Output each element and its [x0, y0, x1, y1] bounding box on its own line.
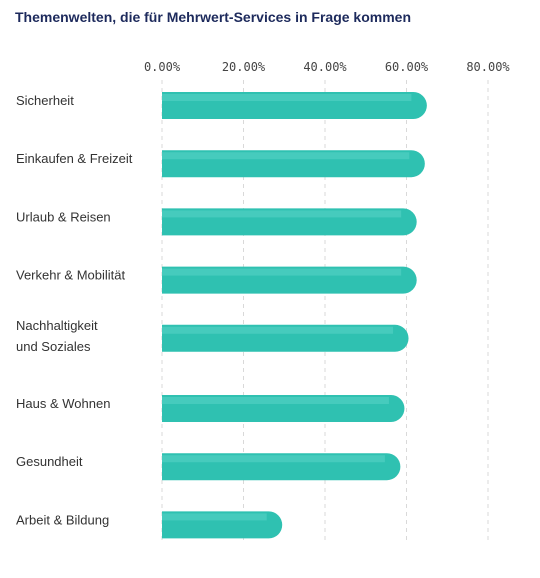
- bar-highlight: [162, 210, 402, 218]
- x-tick-label: 0.00%: [144, 60, 181, 74]
- bar-highlight: [162, 513, 267, 521]
- x-tick-label: 40.00%: [303, 60, 347, 74]
- bar-highlight: [162, 326, 394, 334]
- x-tick-label: 80.00%: [466, 60, 510, 74]
- chart-title: Themenwelten, die für Mehrwert-Services …: [15, 9, 411, 25]
- category-label: Sicherheit: [16, 93, 74, 108]
- category-label: Arbeit & Bildung: [16, 512, 109, 527]
- category-labels: Sicherheit Einkaufen & Freizeit Urlaub & R…: [16, 93, 133, 527]
- bar-highlight: [162, 152, 410, 160]
- category-label: Haus & Wohnen: [16, 396, 110, 411]
- bar-highlight: [162, 397, 389, 404]
- x-tick-label: 20.00%: [222, 60, 266, 74]
- bar-highlight: [162, 94, 412, 101]
- category-label: Nachhaltigkeit und Soziales: [16, 318, 98, 354]
- bars: [162, 92, 427, 539]
- category-label: Urlaub & Reisen: [16, 209, 111, 224]
- category-label: Verkehr & Mobilität: [16, 268, 125, 283]
- x-axis-ticks: 0.00% 20.00% 40.00% 60.00% 80.00%: [144, 60, 511, 74]
- category-label: Einkaufen & Freizeit: [16, 151, 133, 166]
- x-tick-label: 60.00%: [385, 60, 429, 74]
- bar-highlight: [162, 455, 385, 463]
- bar-highlight: [162, 268, 402, 276]
- category-label: Gesundheit: [16, 454, 83, 469]
